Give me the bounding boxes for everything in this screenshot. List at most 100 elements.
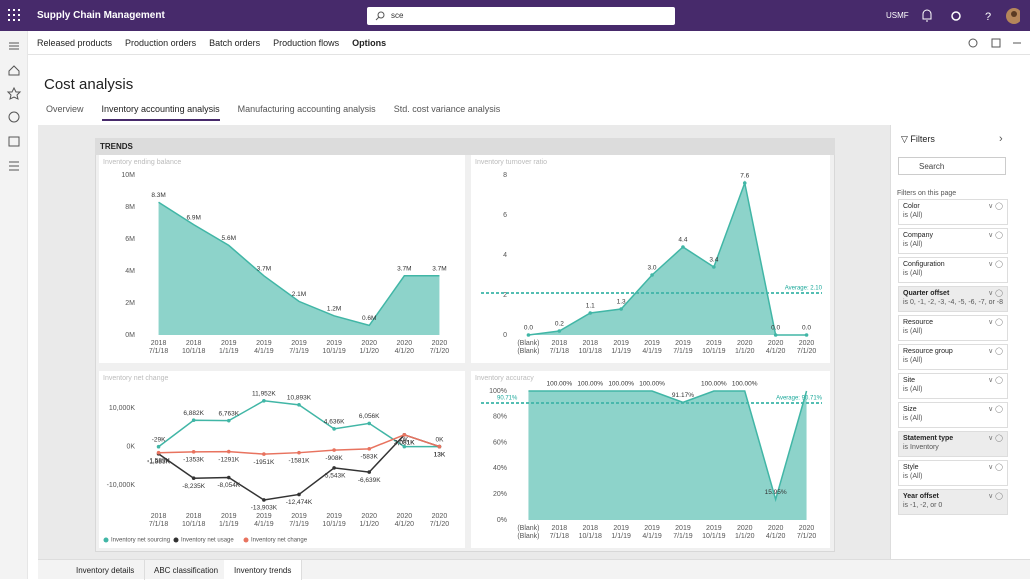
filter-card[interactable]: Configuration is (All) ∨ ◯ xyxy=(898,257,1008,283)
x-tick-label: (Blank) xyxy=(517,525,539,532)
filter-card[interactable]: Resource group is (All) ∨ ◯ xyxy=(898,344,1008,370)
x-tick-label: 2020 xyxy=(397,513,413,520)
x-tick-label: 2019 xyxy=(644,525,660,532)
nav-item[interactable]: Production orders xyxy=(125,37,197,48)
x-tick-label: 7/1/19 xyxy=(673,533,693,540)
data-label: 100.00% xyxy=(639,381,665,388)
filter-name: Size xyxy=(903,406,917,413)
sheet-tab[interactable]: Inventory details xyxy=(66,560,146,580)
filter-icons: ∨ ◯ xyxy=(988,319,1003,326)
point xyxy=(262,398,266,403)
filter-name: Color xyxy=(903,203,920,210)
x-tick-label: 2019 xyxy=(675,340,691,347)
area xyxy=(158,202,440,335)
x-tick-label: 7/1/19 xyxy=(289,521,309,528)
filter-card[interactable]: Resource is (All) ∨ ◯ xyxy=(898,315,1008,341)
point xyxy=(226,475,231,480)
x-tick-label: 4/1/19 xyxy=(642,533,662,540)
point xyxy=(297,403,301,407)
data-label: 100.00% xyxy=(577,381,603,388)
chart: Inventory accuracy 0% 20% 40% 60% 80% 100% (Bla… xyxy=(471,371,830,548)
nav-item[interactable]: Options xyxy=(352,37,387,48)
rail-icons[interactable] xyxy=(0,31,28,181)
x-tick-label: 2019 xyxy=(326,513,342,520)
nav-item[interactable]: Batch orders xyxy=(209,37,261,48)
y-tick-label: 20% xyxy=(493,491,507,498)
x-tick-label: 7/1/20 xyxy=(430,521,450,528)
filter-card[interactable]: Site is (All) ∨ ◯ xyxy=(898,373,1008,399)
filter-card[interactable]: Statement type is Inventory ∨ ◯ xyxy=(898,431,1008,457)
filter-search[interactable]: Search xyxy=(898,157,1006,175)
tab[interactable]: Overview xyxy=(46,104,84,114)
tab[interactable]: Manufacturing accounting analysis xyxy=(237,104,376,114)
data-label: 13K xyxy=(434,451,446,458)
search-text: sce xyxy=(391,11,404,20)
filter-icons: ∨ ◯ xyxy=(988,377,1003,384)
tab[interactable]: Inventory accounting analysis xyxy=(101,104,220,121)
x-tick-label: 4/1/19 xyxy=(254,348,274,355)
x-tick-label: 4/1/20 xyxy=(395,521,415,528)
x-tick-label: 2018 xyxy=(552,525,568,532)
nav-item[interactable]: Production flows xyxy=(273,37,340,48)
nav-icons[interactable] xyxy=(965,36,1025,50)
x-tick-label: 7/1/20 xyxy=(797,348,817,355)
top-icons[interactable]: ? xyxy=(920,8,1020,24)
tab[interactable]: Std. cost variance analysis xyxy=(393,104,501,114)
filter-card[interactable]: Company is (All) ∨ ◯ xyxy=(898,228,1008,254)
data-label: -13,903K xyxy=(251,505,278,512)
x-tick-label: 2019 xyxy=(291,513,307,520)
filter-value: is (All) xyxy=(903,241,923,248)
filter-card[interactable]: Year offset is -1, -2, or 0 ∨ ◯ xyxy=(898,489,1008,515)
action-bar: Released products Production orders Batch … xyxy=(28,31,1030,55)
point xyxy=(262,498,266,502)
filter-value: is (All) xyxy=(903,328,923,335)
svg-text:?: ? xyxy=(985,11,991,23)
data-label: -5,543K xyxy=(323,473,346,480)
filter-card[interactable]: Quarter offset is 0, -1, -2, -3, -4, -5, … xyxy=(898,286,1008,312)
collapse[interactable]: › xyxy=(999,133,1003,145)
y-tick-label: 10M xyxy=(121,172,135,179)
chart-title: Inventory turnover ratio xyxy=(475,159,547,166)
point xyxy=(712,265,716,269)
filter-name: Year offset xyxy=(903,493,939,500)
filter-card[interactable]: Size is (All) ∨ ◯ xyxy=(898,402,1008,428)
x-tick-label: 1/1/19 xyxy=(611,533,631,540)
point xyxy=(588,311,593,315)
point xyxy=(650,273,654,277)
y-tick-label: -10,000K xyxy=(107,482,136,489)
x-tick-label: 2018 xyxy=(552,340,568,347)
data-label: 0K xyxy=(435,436,444,443)
data-label: 0.2 xyxy=(555,321,564,328)
y-tick-label: 4 xyxy=(503,252,507,259)
nav-item[interactable]: Released products xyxy=(37,37,113,48)
filter-icons: ∨ ◯ xyxy=(988,232,1003,239)
legend-label: Inventory net sourcing xyxy=(111,538,170,544)
company[interactable]: USMF xyxy=(886,11,909,20)
app-title[interactable]: Supply Chain Management xyxy=(37,10,165,21)
filter-card[interactable]: Style is (All) ∨ ◯ xyxy=(898,460,1008,486)
filter-card[interactable]: Color is (All) ∨ ◯ xyxy=(898,199,1008,225)
data-label: 2.1M xyxy=(292,291,306,298)
area xyxy=(528,391,807,520)
average-label: Average: 2.10 xyxy=(785,286,823,292)
app-launcher[interactable] xyxy=(8,9,20,21)
x-tick-label: 2018 xyxy=(151,513,167,520)
sheet-tab[interactable]: ABC classification xyxy=(144,560,230,580)
x-tick-label: 1/1/19 xyxy=(611,348,631,355)
x-tick-label: 2019 xyxy=(221,340,237,347)
filter-name: Site xyxy=(903,377,916,384)
point xyxy=(526,333,531,337)
chart: Inventory turnover ratio 0 2 4 6 8 (Blank)(Bla… xyxy=(471,155,830,363)
data-label: 15.95% xyxy=(765,489,787,496)
data-label: 0.0 xyxy=(771,325,780,332)
search-box[interactable]: sce xyxy=(367,7,675,25)
point xyxy=(742,181,747,185)
x-tick-label: 4/1/19 xyxy=(254,521,274,528)
point xyxy=(367,470,372,474)
y-tick-label: 80% xyxy=(493,414,507,421)
y-tick-label: 0% xyxy=(497,517,507,524)
sheet-tab[interactable]: Inventory trends xyxy=(224,560,303,580)
filter-name: Style xyxy=(903,464,919,471)
y-tick-label: 2 xyxy=(503,292,507,299)
